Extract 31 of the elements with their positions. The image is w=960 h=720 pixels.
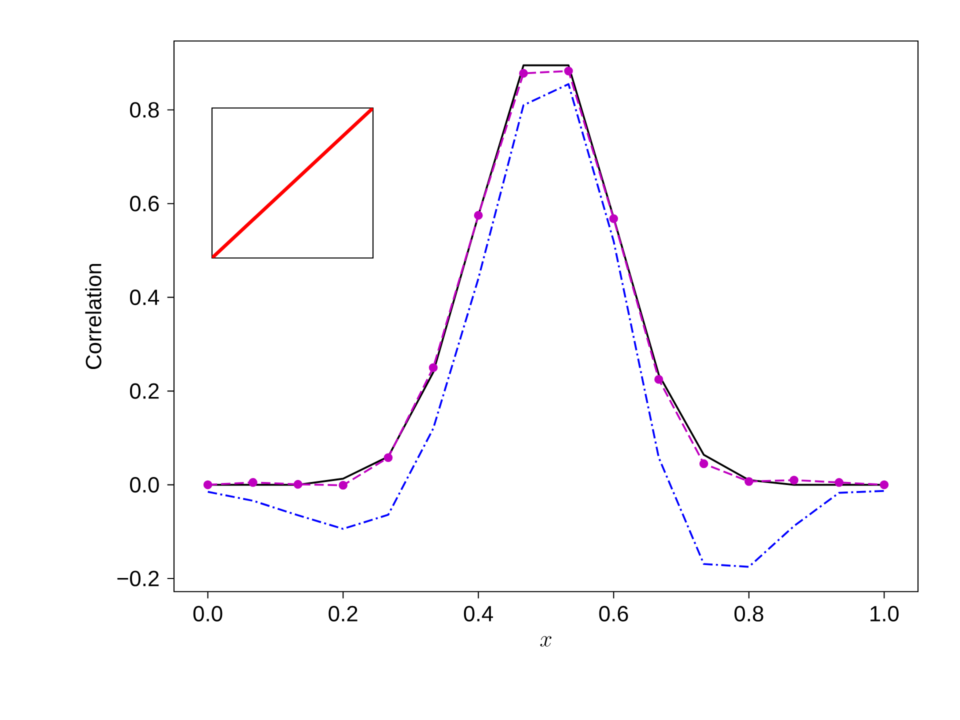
- point: [609, 214, 618, 224]
- y-tick-label: 0.0: [130, 477, 159, 493]
- line-series: [206, 83, 886, 568]
- x-tick-label: 0.4: [464, 606, 494, 622]
- point: [564, 66, 573, 76]
- point: [338, 480, 348, 490]
- y-tick-label: 0.8: [130, 102, 159, 118]
- point: [834, 478, 844, 487]
- x-tick-label: 0.2: [328, 606, 358, 622]
- point: [384, 453, 393, 462]
- point: [203, 480, 212, 490]
- point: [654, 374, 664, 384]
- x-tick-label: 0.8: [734, 606, 764, 622]
- point: [880, 480, 889, 490]
- y-tick-label: 0.4: [130, 290, 160, 306]
- point: [428, 363, 438, 372]
- y-tick-label: 0.6: [130, 196, 159, 212]
- point: [248, 478, 258, 487]
- y-axis-title: Correlation: [85, 264, 102, 370]
- y-tick-label: 0.2: [130, 383, 159, 399]
- point: [519, 68, 528, 78]
- point: [744, 477, 754, 486]
- x-tick-label: 1.0: [870, 606, 899, 622]
- x-tick-label: 0.0: [193, 606, 222, 622]
- point: [474, 210, 483, 220]
- point: [294, 480, 302, 489]
- x-axis-title: $x$: [540, 636, 552, 647]
- x-tick-label: 0.6: [599, 606, 628, 622]
- y-tick-label: −0.2: [117, 570, 159, 586]
- point: [790, 476, 798, 485]
- point: [699, 459, 708, 468]
